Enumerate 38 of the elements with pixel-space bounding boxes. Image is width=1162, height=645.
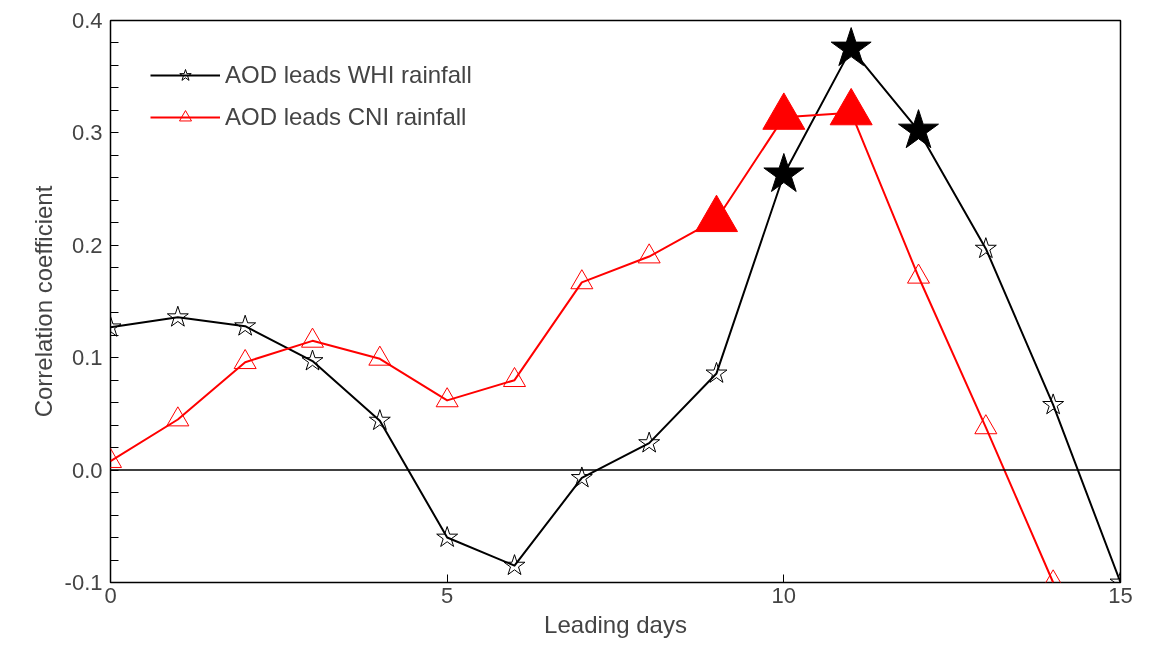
x-axis-title: Leading days xyxy=(544,610,687,638)
x-tick-label: 10 xyxy=(771,582,797,608)
point xyxy=(436,526,459,547)
point xyxy=(570,269,594,290)
point xyxy=(1042,393,1065,415)
point xyxy=(503,554,526,576)
y-tick-label: 0.2 xyxy=(71,232,103,258)
point xyxy=(898,109,939,149)
point xyxy=(638,431,661,453)
point xyxy=(503,366,526,388)
point xyxy=(974,414,998,435)
y-tick-label: 0.4 xyxy=(71,8,103,33)
x-tick-label: 15 xyxy=(1108,582,1133,608)
point xyxy=(234,314,257,336)
point xyxy=(705,361,728,383)
y-axis-title: Correlation coefficient xyxy=(29,185,57,418)
legend-label: AOD leads CNI rainfall xyxy=(225,103,467,131)
point xyxy=(368,409,391,431)
point xyxy=(233,348,257,370)
legend-label: AOD leads WHI rainfall xyxy=(225,61,472,89)
point xyxy=(166,305,189,327)
x-tick-label: 5 xyxy=(441,582,454,608)
y-tick-label: -0.1 xyxy=(64,570,103,595)
point xyxy=(301,327,324,348)
point xyxy=(637,243,661,264)
point xyxy=(166,406,190,427)
point xyxy=(435,387,459,408)
y-tick-label: 0.1 xyxy=(71,345,103,371)
point xyxy=(301,349,324,371)
point xyxy=(907,263,930,284)
point xyxy=(763,152,805,192)
point xyxy=(974,237,997,259)
point xyxy=(830,27,872,67)
text: 0.0 xyxy=(71,457,103,483)
point xyxy=(570,466,593,488)
y-tick-label: 0.3 xyxy=(71,120,103,146)
x-tick-label: 0 xyxy=(104,582,117,608)
point xyxy=(368,345,392,366)
